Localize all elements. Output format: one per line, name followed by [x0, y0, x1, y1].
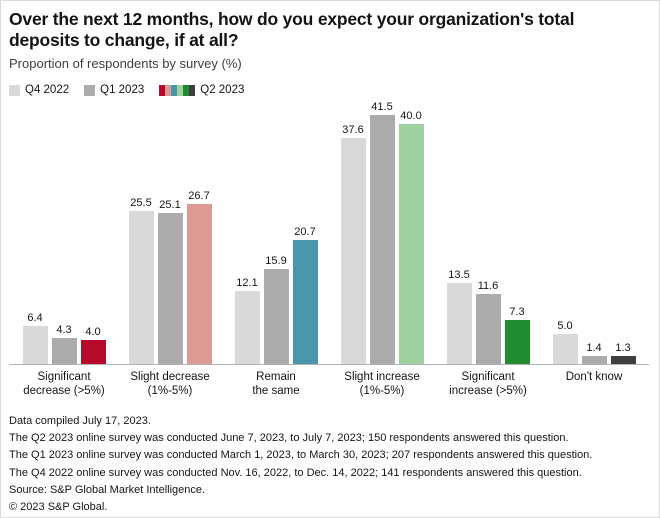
bar	[51, 338, 77, 364]
swatch-segment	[183, 84, 190, 96]
bar-column: 25.5	[128, 197, 154, 364]
category-label: Remain the same	[252, 371, 300, 397]
legend-label: Q2 2023	[200, 84, 245, 96]
footnote-source: Source: S&P Global Market Intelligence.	[9, 483, 206, 496]
swatch-segment	[159, 84, 166, 96]
bar-column: 20.7	[292, 226, 318, 364]
q4-swatch	[9, 84, 20, 96]
bar	[504, 320, 530, 364]
bar	[446, 283, 472, 364]
bar-value-label: 15.9	[265, 255, 287, 267]
bar-value-label: 13.5	[448, 269, 470, 281]
category-label: Slight increase (1%-5%)	[344, 371, 420, 397]
bar-group: 13.5 11.6 7.3	[435, 269, 541, 364]
bar	[610, 356, 636, 364]
footnote-q1-survey: The Q1 2023 online survey was conducted …	[9, 449, 593, 462]
category-label: Don't know	[565, 371, 623, 383]
legend-item-q4-2022: Q4 2022	[9, 84, 69, 96]
bar-value-label: 7.3	[509, 306, 525, 318]
bar	[263, 269, 289, 364]
bar-column: 6.4	[22, 312, 48, 364]
category-label: Slight decrease (1%-5%)	[130, 371, 210, 397]
bar	[157, 213, 183, 364]
x-axis-labels: Significant decrease (>5%) Slight decreas…	[9, 370, 649, 398]
swatch-segment	[165, 84, 172, 96]
bar-value-label: 1.3	[615, 342, 631, 354]
bar	[581, 356, 607, 364]
bar-value-label: 11.6	[477, 280, 499, 292]
category-label: Significant decrease (>5%)	[23, 371, 105, 397]
bar-value-label: 26.7	[188, 190, 210, 202]
bar-column: 37.6	[340, 124, 366, 364]
bar	[398, 124, 424, 364]
footnote-q2-survey: The Q2 2023 online survey was conducted …	[9, 432, 569, 445]
bar	[128, 211, 154, 364]
bar	[234, 291, 260, 364]
bar-value-label: 4.0	[85, 326, 101, 338]
bar-column: 25.1	[157, 199, 183, 364]
footnote-q4-survey: The Q4 2022 online survey was conducted …	[9, 466, 582, 479]
bar	[80, 340, 106, 364]
bar-column: 13.5	[446, 269, 472, 364]
bar	[369, 115, 395, 364]
q1-swatch	[84, 84, 96, 96]
legend: Q4 2022 Q1 2023 Q2 2023	[9, 84, 649, 96]
bar-value-label: 12.1	[236, 277, 258, 289]
bar-column: 7.3	[504, 306, 530, 364]
bar-value-label: 4.3	[56, 324, 72, 336]
bar-group: 12.1 15.9 20.7	[223, 226, 329, 364]
bar-column: 1.4	[581, 342, 607, 364]
bar-value-label: 20.7	[294, 226, 316, 238]
bar-column: 4.3	[51, 324, 77, 364]
swatch-segment	[189, 84, 196, 96]
bar-column: 40.0	[398, 110, 424, 364]
bar-group: 37.6 41.5 40.0	[329, 101, 435, 364]
chart-title: Over the next 12 months, how do you expe…	[9, 9, 575, 50]
chart-subtitle: Proportion of respondents by survey (%)	[9, 56, 242, 71]
bar-column: 4.0	[80, 326, 106, 364]
bar	[186, 204, 212, 364]
bar-group: 6.4 4.3 4.0	[11, 312, 117, 364]
bar	[340, 138, 366, 364]
swatch-segment	[177, 84, 184, 96]
bar-value-label: 6.4	[27, 312, 43, 324]
bar	[475, 294, 501, 364]
legend-label: Q1 2023	[100, 84, 145, 96]
bar-column: 5.0	[552, 320, 578, 364]
bar-value-label: 25.1	[159, 199, 181, 211]
bar-value-label: 40.0	[400, 110, 422, 122]
footnotes: Data compiled July 17, 2023. The Q2 2023…	[9, 413, 649, 516]
bar	[552, 334, 578, 364]
bar-column: 26.7	[186, 190, 212, 364]
bar-column: 12.1	[234, 277, 260, 364]
category-label: Significant increase (>5%)	[449, 371, 527, 397]
plot-area: 6.4 4.3 4.0 25.5 25.1 26.7 12.1 15.9 20.7 37.6 41.…	[9, 98, 649, 365]
bar	[292, 240, 318, 364]
legend-item-q2-2023: Q2 2023	[159, 84, 244, 96]
legend-label: Q4 2022	[25, 84, 70, 96]
bar-column: 11.6	[475, 280, 501, 364]
swatch-segment	[171, 84, 178, 96]
bar-value-label: 37.6	[342, 124, 364, 136]
q2-multi-swatch	[159, 84, 196, 96]
bar-value-label: 41.5	[371, 101, 393, 113]
footnote-copyright: © 2023 S&P Global.	[9, 501, 108, 514]
bar-value-label: 25.5	[130, 197, 152, 209]
bar-column: 15.9	[263, 255, 289, 364]
bar	[22, 326, 48, 364]
bar-value-label: 5.0	[557, 320, 573, 332]
bar-column: 1.3	[610, 342, 636, 364]
bar-value-label: 1.4	[586, 342, 602, 354]
footnote-compiled: Data compiled July 17, 2023.	[9, 415, 151, 427]
bar-column: 41.5	[369, 101, 395, 364]
bar-group: 5.0 1.4 1.3	[541, 320, 647, 364]
legend-item-q1-2023: Q1 2023	[84, 84, 144, 96]
bar-group: 25.5 25.1 26.7	[117, 190, 223, 364]
